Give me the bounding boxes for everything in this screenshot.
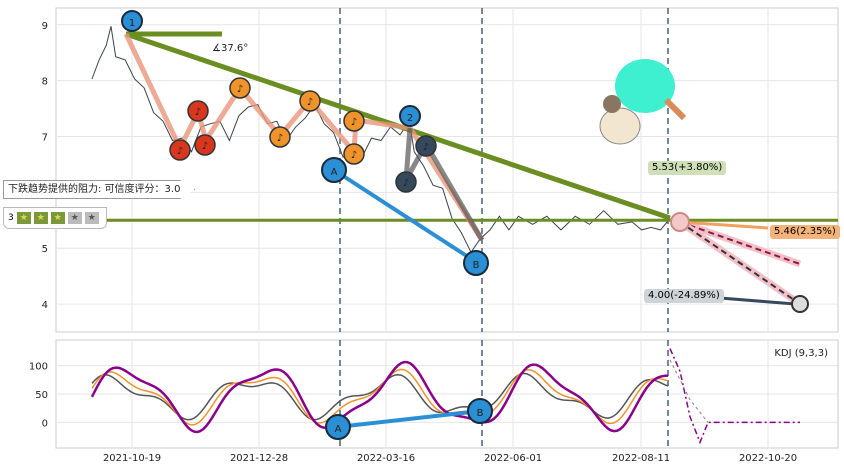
paddle-icon [615,59,675,113]
rating-score: 3 [8,213,14,223]
wave-note-glyph: ♪ [351,117,357,128]
kdj-wave-point-marker [325,414,351,440]
wave-note-glyph: ♪ [351,150,357,161]
wave-point-marker [321,157,347,183]
kdj-y-tick-label: 0 [42,418,48,429]
resistance-info-label: 下跌趋势提供的阻力: 可信度评分：3.0 [3,180,196,199]
wave-note-glyph: ♪ [277,133,283,144]
wave-point-label: 2 [407,113,413,124]
forecast-end-marker [791,295,809,313]
wave-point-marker [399,105,421,127]
x-tick-label: 2022-10-20 [739,453,797,464]
wave-point-marker [463,250,489,276]
forecast-label-1: 5.53(+3.80%) [648,161,727,175]
forecast-label-3: 4.00(-24.89%) [644,289,724,303]
x-tick-label: 2022-08-11 [612,453,670,464]
wave-note-glyph: ♪ [195,107,201,118]
wave-note-marker [415,135,437,157]
kdj-y-tick-label: 100 [29,362,48,373]
wave-note-glyph: ♪ [202,141,208,152]
rating-star-icon: ★ [67,212,82,224]
wave-note-marker [395,171,417,193]
kdj-title: KDJ (9,3,3) [774,348,828,359]
wave-note-marker [169,139,191,161]
forecast-line-2 [679,221,801,305]
wave-note-glyph: ♪ [237,84,243,95]
kdj-A-B-line [337,409,481,429]
x-tick-label: 2021-12-28 [230,453,288,464]
kdj-wave-point-marker [467,398,493,424]
wave-point-marker [121,10,143,32]
wave-A-B-line [332,168,478,264]
pug-icon [599,107,641,145]
forecast-line-1 [679,221,801,265]
kdj-projection-j [669,348,800,445]
wave-point-label: B [473,260,480,271]
kdj-projection-d [669,359,709,423]
forecast-arrow-dark [719,296,796,306]
price-y-tick-label: 9 [42,21,48,32]
wave-note-glyph: ♪ [423,142,429,153]
forecast-origin-marker [670,212,690,232]
x-tick-label: 2021-10-19 [103,453,161,464]
rating-badge: 3 ★ ★ ★ ★ ★ [3,207,107,229]
rating-star-icon: ★ [50,212,65,224]
wave-point-label: A [331,167,338,178]
rating-star-icon: ★ [16,212,31,224]
wave-note-marker [343,143,365,165]
wave-note-glyph: ♪ [307,97,313,108]
wave-note-glyph: ♪ [177,146,183,157]
wave-note-marker [229,77,251,99]
wave-point-label: 1 [129,18,135,29]
wave-path-dark [403,127,485,242]
trend-angle-label: ∡37.6° [212,43,248,54]
rating-stars: ★ ★ ★ ★ ★ [16,212,102,224]
forecast-arrow-orange [679,220,769,230]
forecast-label-2: 5.46(2.35%) [770,225,840,239]
price-y-tick-label: 4 [42,300,48,311]
price-y-tick-label: 8 [42,77,48,88]
pug-face-icon [603,95,621,113]
rating-star-icon: ★ [33,212,48,224]
wave-note-marker [343,110,365,132]
kdj-j-line [90,360,669,434]
wave-note-glyph: ♪ [403,178,409,189]
kdj-y-tick-label: 50 [35,390,48,401]
x-tick-label: 2022-06-01 [484,453,542,464]
wave-note-marker [269,126,291,148]
rating-star-icon: ★ [84,212,99,224]
kdj-k-line [91,368,669,426]
paddle-handle-icon [663,97,687,121]
price-y-tick-label: 5 [42,244,48,255]
wave-note-marker [194,134,216,156]
wave-note-marker [187,100,209,122]
kdj-wave-point-label: B [477,408,484,419]
kdj-wave-point-label: A [335,424,342,435]
wave-note-marker [299,90,321,112]
x-tick-label: 2022-03-16 [357,453,415,464]
price-y-tick-label: 7 [42,132,48,143]
